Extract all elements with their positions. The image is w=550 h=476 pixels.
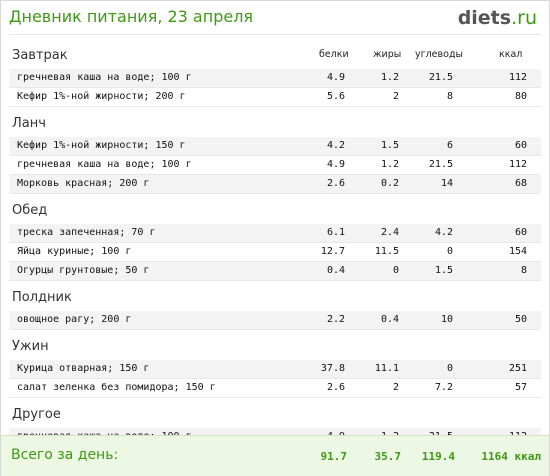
daily-total-label: Всего за день:	[11, 447, 119, 463]
food-row[interactable]: овощное рагу; 200 г 2.2 0.4 10 50	[9, 311, 541, 330]
food-row[interactable]: Кефир 1%-ной жирности; 150 г 4.2 1.5 6 60	[9, 137, 541, 156]
food-fat: 0.2	[380, 178, 399, 189]
food-row[interactable]: Морковь красная; 200 г 2.6 0.2 14 68	[9, 175, 541, 194]
food-row[interactable]: Кефир 1%-ной жирности; 200 г 5.6 2 8 80	[9, 88, 541, 107]
food-name: Курица отварная; 150 г	[17, 363, 150, 374]
food-kcal: 112	[508, 159, 527, 170]
logo-main: diets	[457, 7, 512, 29]
header-divider	[9, 34, 541, 35]
food-fat: 1.2	[380, 159, 399, 170]
food-carbs: 4.2	[434, 227, 453, 238]
page-title: Дневник питания, 23 апреля	[9, 7, 254, 26]
food-name: Кефир 1%-ной жирности; 150 г	[17, 140, 186, 151]
food-protein: 37.8	[320, 363, 345, 374]
total-kcal: 1164 ккал	[481, 450, 541, 463]
total-protein: 91.7	[320, 450, 348, 463]
food-carbs: 0	[446, 246, 453, 257]
column-header-carbs: углеводы	[415, 49, 464, 60]
food-name: Кефир 1%-ной жирности; 200 г	[17, 91, 186, 102]
food-name: Огурцы грунтовые; 50 г	[17, 265, 150, 276]
food-kcal: 50	[514, 314, 527, 325]
food-name: Яйца куриные; 100 г	[17, 246, 132, 257]
food-fat: 2	[392, 382, 399, 393]
meal-title: Другое	[12, 407, 61, 422]
food-fat: 0.4	[380, 314, 399, 325]
food-name: Морковь красная; 200 г	[17, 178, 150, 189]
food-fat: 1.2	[380, 72, 399, 83]
meal-title: Завтрак	[12, 48, 68, 63]
food-kcal: 8	[520, 265, 527, 276]
food-protein: 12.7	[320, 246, 345, 257]
food-protein: 0.4	[326, 265, 345, 276]
food-name: гречневая каша на воде; 100 г	[17, 72, 192, 83]
meal-title: Ланч	[12, 116, 46, 131]
food-row[interactable]: Курица отварная; 150 г 37.8 11.1 0 251	[9, 360, 541, 379]
meal-section: Ужин Курица отварная; 150 г 37.8 11.1 0 251 са…	[9, 336, 541, 404]
food-kcal: 80	[514, 91, 527, 102]
food-fat: 2	[392, 91, 399, 102]
column-header-protein: белки	[319, 49, 349, 60]
food-fat: 1.5	[380, 140, 399, 151]
food-row[interactable]: Огурцы грунтовые; 50 г 0.4 0 1.5 8	[9, 262, 541, 281]
meal-section: Ланч Кефир 1%-ной жирности; 150 г 4.2 1.5 6 6…	[9, 113, 541, 200]
food-name: гречневая каша на воде; 100 г	[17, 159, 192, 170]
food-kcal: 68	[514, 178, 527, 189]
daily-total-bar: Всего за день: 91.7 35.7 119.4 1164 ккал	[1, 435, 549, 476]
food-kcal: 60	[514, 140, 527, 151]
food-fat: 0	[392, 265, 399, 276]
food-row[interactable]: гречневая каша на воде; 100 г 4.9 1.2 21.5 1…	[9, 69, 541, 88]
food-carbs: 10	[440, 314, 453, 325]
food-protein: 2.6	[326, 178, 345, 189]
food-fat: 11.1	[374, 363, 399, 374]
meal-section: Завтрак гречневая каша на воде; 100 г 4.9 1…	[9, 45, 541, 113]
food-kcal: 60	[514, 227, 527, 238]
food-carbs: 1.5	[434, 265, 453, 276]
meal-title: Обед	[12, 203, 48, 218]
food-kcal: 57	[514, 382, 527, 393]
food-kcal: 154	[508, 246, 527, 257]
food-row[interactable]: салат зеленка без помидора; 150 г 2.6 2 7.2…	[9, 379, 541, 398]
food-row[interactable]: треска запеченная; 70 г 6.1 2.4 4.2 60	[9, 224, 541, 243]
food-name: треска запеченная; 70 г	[17, 227, 156, 238]
food-protein: 5.6	[326, 91, 345, 102]
food-protein: 2.2	[326, 314, 345, 325]
food-carbs: 8	[446, 91, 453, 102]
food-fat: 11.5	[374, 246, 399, 257]
meal-section: Обед треска запеченная; 70 г 6.1 2.4 4.2 60 Яй…	[9, 200, 541, 287]
column-header-fat: жиры	[373, 49, 402, 60]
food-carbs: 14	[440, 178, 453, 189]
food-name: салат зеленка без помидора; 150 г	[17, 382, 216, 393]
food-carbs: 0	[446, 363, 453, 374]
food-row[interactable]: Яйца куриные; 100 г 12.7 11.5 0 154	[9, 243, 541, 262]
site-logo[interactable]: diets.ru	[458, 7, 537, 29]
meal-title: Ужин	[12, 339, 49, 354]
food-name: овощное рагу; 200 г	[17, 314, 132, 325]
food-carbs: 6	[446, 140, 453, 151]
food-kcal: 112	[508, 72, 527, 83]
meal-section: Полдник овощное рагу; 200 г 2.2 0.4 10 50	[9, 287, 541, 336]
column-header-kcal: ккал	[499, 49, 523, 60]
food-carbs: 21.5	[428, 72, 453, 83]
food-protein: 2.6	[326, 382, 345, 393]
food-kcal: 251	[508, 363, 527, 374]
total-carbs: 119.4	[421, 450, 455, 463]
meal-table: Завтрак гречневая каша на воде; 100 г 4.9 1…	[9, 45, 541, 466]
meal-title: Полдник	[12, 290, 72, 305]
food-carbs: 7.2	[434, 382, 453, 393]
food-carbs: 21.5	[428, 159, 453, 170]
logo-tld: .ru	[511, 7, 537, 29]
food-protein: 4.2	[326, 140, 345, 151]
food-fat: 2.4	[380, 227, 399, 238]
total-fat: 35.7	[374, 450, 402, 463]
food-protein: 4.9	[326, 72, 345, 83]
food-row[interactable]: гречневая каша на воде; 100 г 4.9 1.2 21.5 1…	[9, 156, 541, 175]
header: Дневник питания, 23 апреля diets.ru	[9, 7, 541, 33]
food-protein: 4.9	[326, 159, 345, 170]
food-protein: 6.1	[326, 227, 345, 238]
